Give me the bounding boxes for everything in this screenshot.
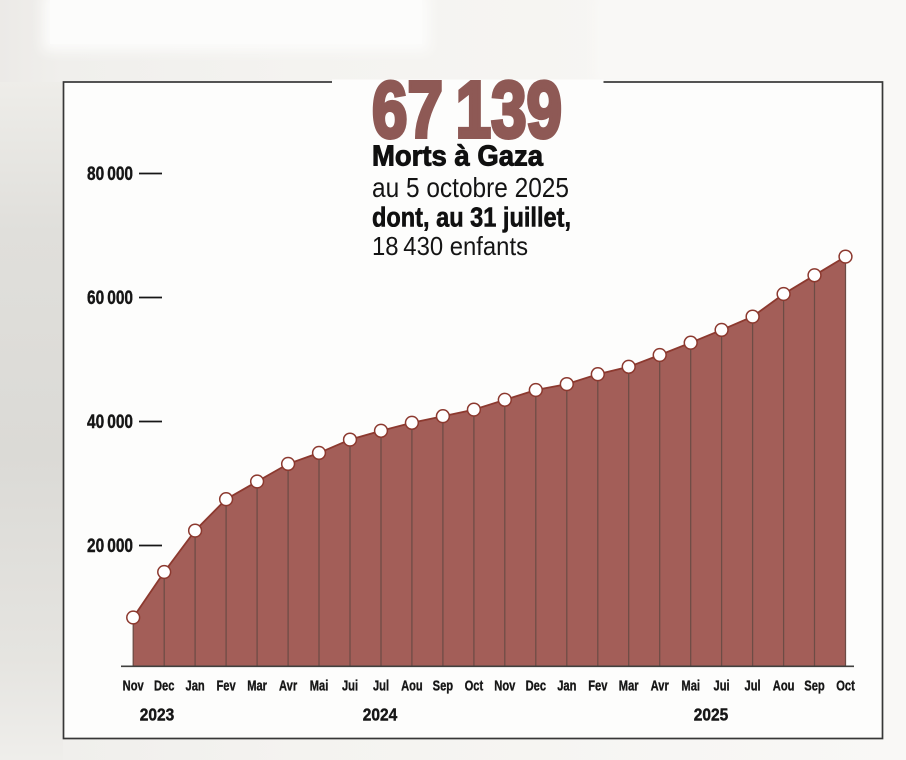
svg-text:Mai: Mai [681,677,700,694]
svg-text:Avr: Avr [651,677,669,694]
svg-text:2024: 2024 [363,704,398,724]
svg-text:Aou: Aou [773,677,795,694]
svg-text:67 139: 67 139 [372,65,562,154]
svg-text:80 000: 80 000 [87,164,133,185]
svg-text:Dec: Dec [154,677,174,694]
svg-text:Fev: Fev [216,677,236,694]
svg-text:Mar: Mar [619,677,639,694]
svg-text:Jan: Jan [185,677,204,694]
svg-text:Fev: Fev [588,677,608,694]
svg-text:Morts à Gaza: Morts à Gaza [372,141,544,173]
svg-text:Dec: Dec [526,677,546,694]
svg-text:Oct: Oct [465,677,484,694]
svg-text:Jul: Jul [745,677,761,694]
svg-text:Nov: Nov [494,677,516,694]
svg-text:Jan: Jan [557,677,576,694]
svg-text:Avr: Avr [279,677,297,694]
svg-text:dont, au 31 juillet,: dont, au 31 juillet, [372,202,571,233]
svg-text:Jui: Jui [342,677,358,694]
svg-text:au 5 octobre 2025: au 5 octobre 2025 [372,172,569,203]
svg-text:Mar: Mar [247,677,267,694]
svg-text:Sep: Sep [804,677,825,694]
svg-text:40 000: 40 000 [87,412,133,433]
svg-text:2023: 2023 [140,704,174,724]
svg-text:Nov: Nov [123,677,145,694]
svg-text:Jul: Jul [373,677,389,694]
svg-text:20 000: 20 000 [87,536,133,557]
svg-text:Sep: Sep [433,677,454,694]
svg-text:2025: 2025 [694,704,728,724]
svg-text:60 000: 60 000 [87,288,133,309]
svg-text:Jui: Jui [714,677,730,694]
svg-text:Aou: Aou [401,677,423,694]
svg-text:18 430 enfants: 18 430 enfants [372,231,528,261]
svg-text:Mai: Mai [310,677,329,694]
svg-text:Oct: Oct [836,677,855,694]
